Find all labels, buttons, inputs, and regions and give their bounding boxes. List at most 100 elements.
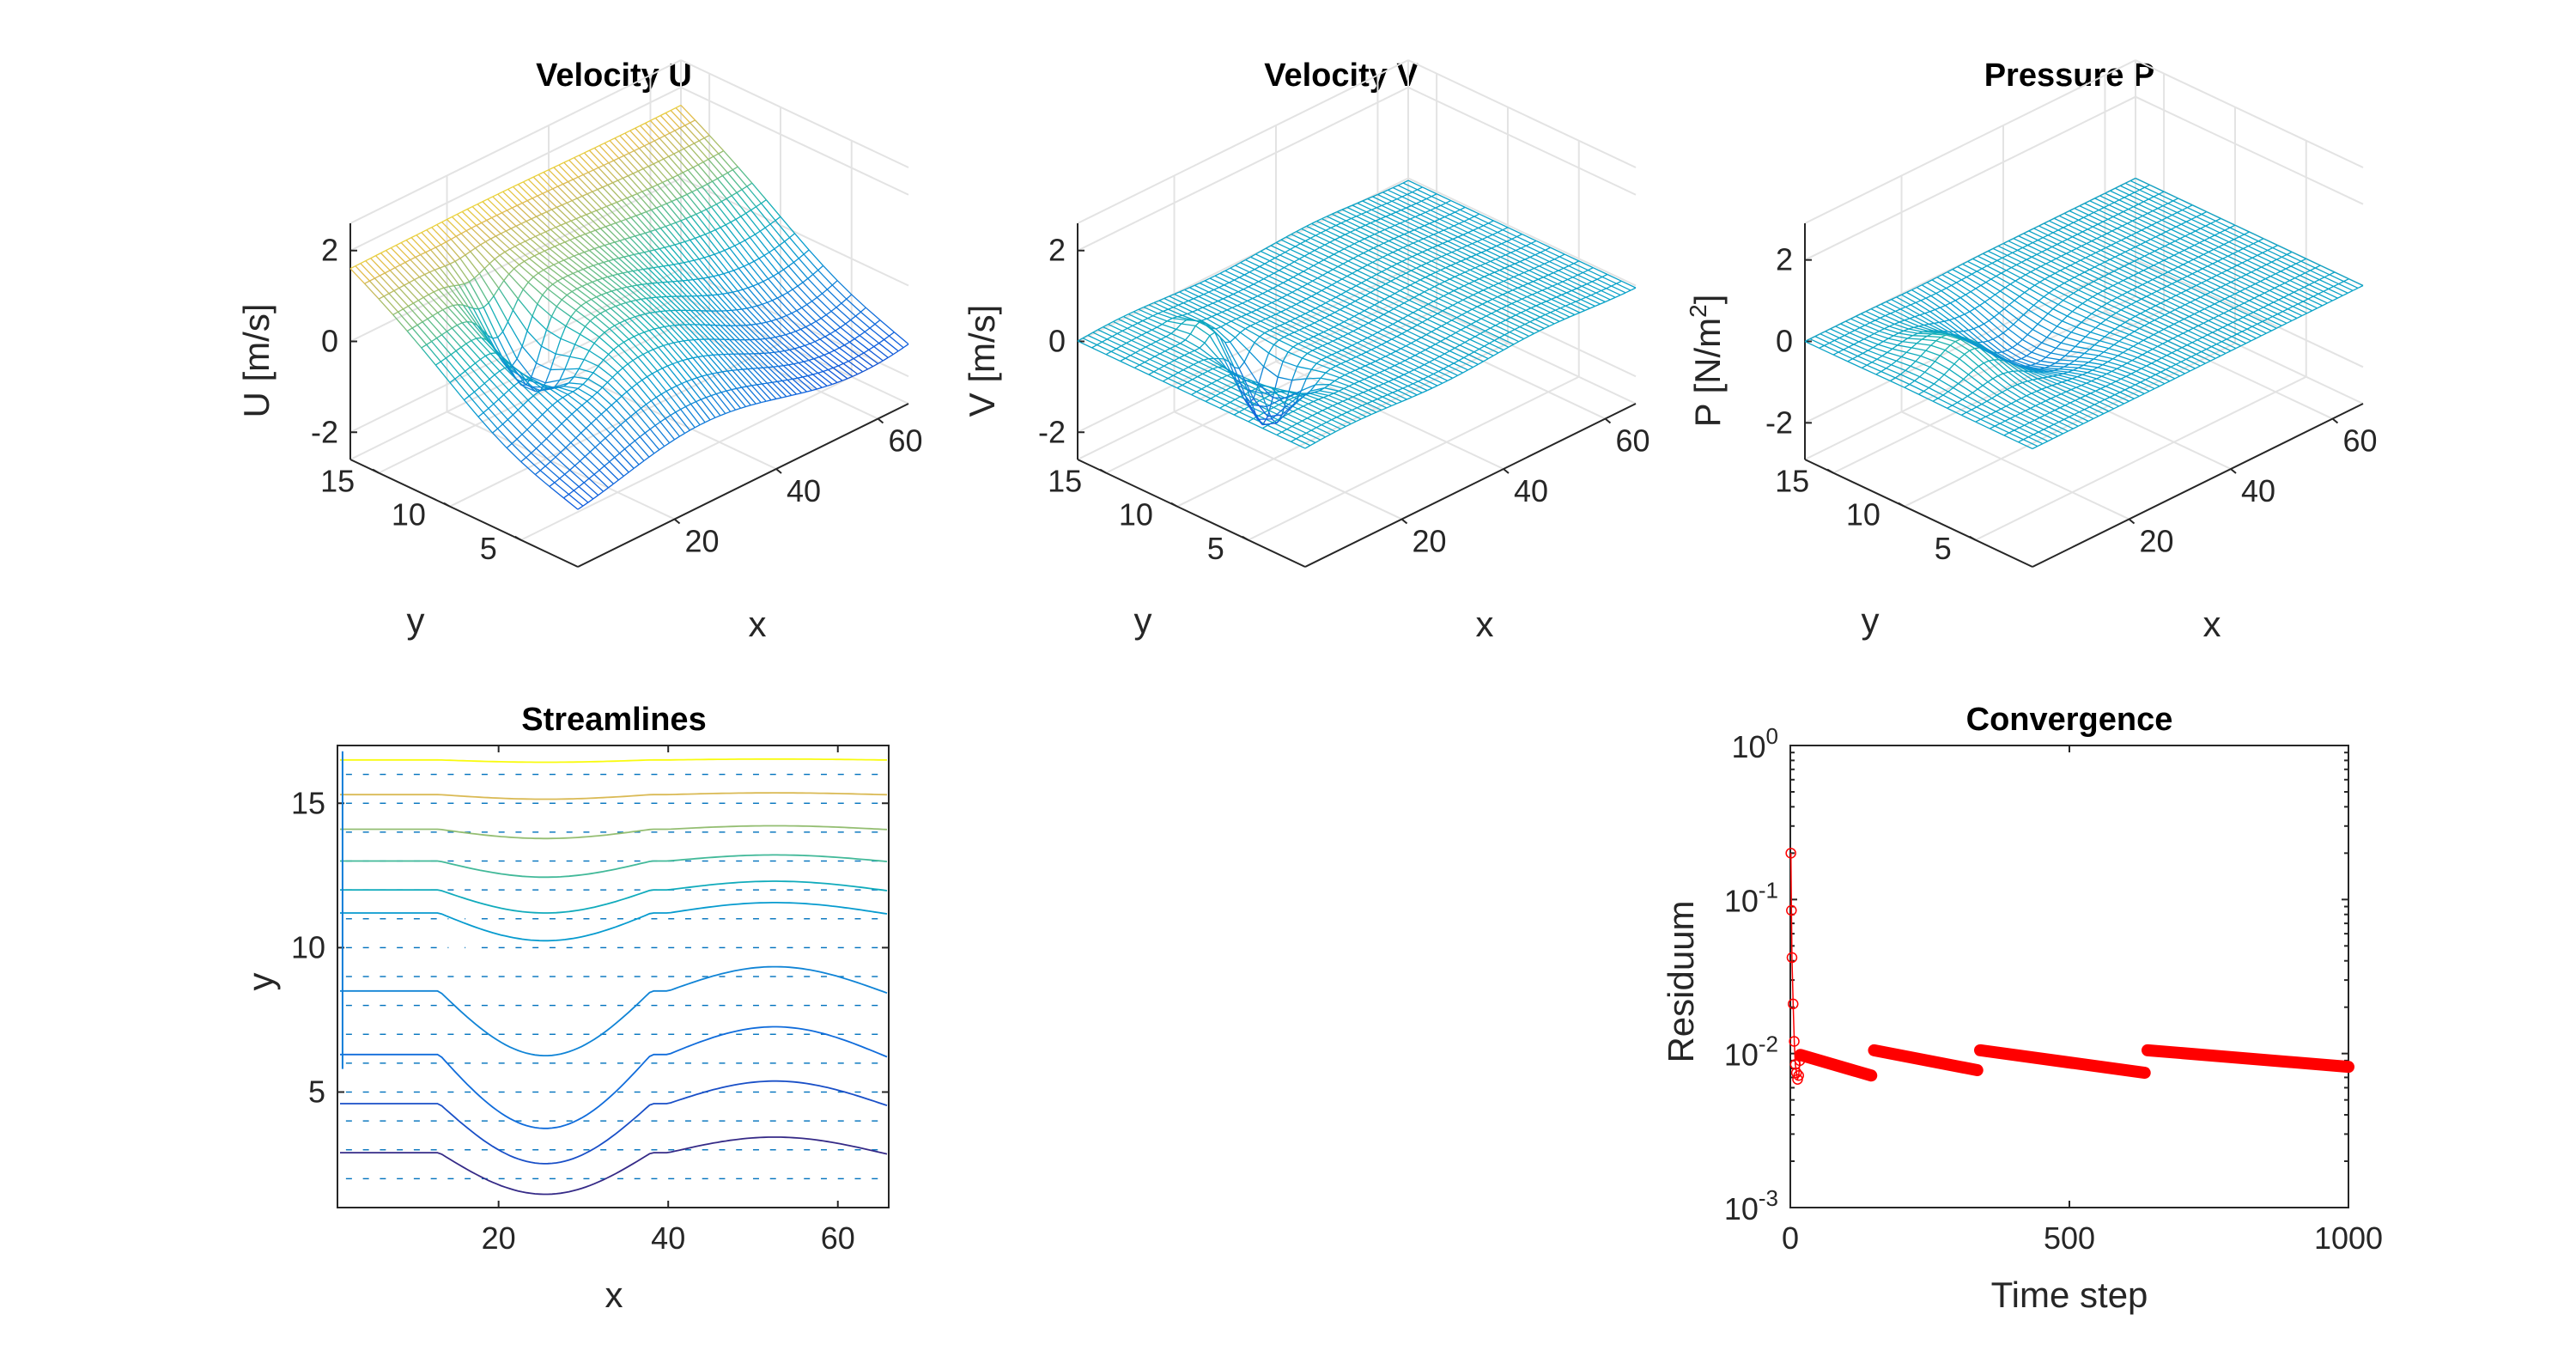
- mesh-line: [521, 434, 537, 449]
- mesh-line: [630, 301, 646, 315]
- mesh-line: [1221, 309, 1228, 313]
- mesh-line: [427, 315, 434, 319]
- mesh-line: [523, 179, 529, 183]
- mesh-line: [1317, 274, 1323, 279]
- mesh-line: [1429, 221, 1435, 224]
- mesh-line: [411, 324, 418, 329]
- mesh-line: [690, 310, 706, 326]
- mesh-line: [715, 392, 722, 395]
- mesh-line: [670, 411, 677, 417]
- mesh-line: [756, 384, 772, 401]
- mesh-line: [444, 265, 460, 286]
- mesh-line: [652, 186, 667, 204]
- mesh-line: [1332, 265, 1339, 271]
- mesh-line: [1235, 262, 1241, 266]
- mesh-line: [1419, 211, 1426, 216]
- mesh-line: [713, 155, 728, 173]
- mesh-line: [775, 319, 792, 334]
- mesh-line: [872, 362, 878, 368]
- mesh-line: [477, 307, 484, 310]
- mesh-line: [1290, 318, 1296, 322]
- mesh-line: [629, 336, 635, 340]
- mesh-line: [1280, 308, 1287, 313]
- mesh-line: [787, 292, 803, 308]
- mesh-line: [428, 291, 434, 295]
- mesh-line: [532, 277, 549, 289]
- mesh-line: [650, 397, 657, 402]
- mesh-line: [447, 327, 453, 332]
- mesh-line: [591, 296, 597, 301]
- mesh-line: [576, 409, 592, 424]
- mesh-line: [586, 214, 601, 229]
- mesh-line: [1402, 180, 1409, 184]
- mesh-line: [774, 245, 781, 250]
- mesh-line: [493, 403, 508, 420]
- mesh-line: [482, 330, 498, 353]
- mesh-line: [1228, 293, 1234, 297]
- mesh-line: [717, 293, 723, 295]
- mesh-line: [697, 356, 713, 374]
- mesh-line: [682, 360, 698, 379]
- mesh-line: [741, 186, 748, 191]
- mesh-line: [1458, 221, 1465, 224]
- mesh-line: [554, 482, 569, 496]
- mesh-line: [835, 326, 841, 332]
- mesh-line: [691, 188, 698, 193]
- mesh-line: [703, 137, 720, 155]
- mesh-line: [671, 387, 687, 407]
- mesh-line: [717, 175, 723, 180]
- mesh-line: [513, 184, 519, 188]
- mesh-line: [739, 240, 745, 244]
- mesh-line: [392, 311, 398, 316]
- mesh-line: [826, 284, 833, 290]
- mesh-line: [625, 301, 641, 316]
- mesh-line: [435, 361, 441, 366]
- mesh-line: [1391, 263, 1398, 267]
- mesh-line: [683, 148, 699, 166]
- mesh-line: [1413, 240, 1419, 244]
- mesh-line: [649, 429, 665, 447]
- mesh-line: [648, 250, 665, 267]
- mesh-line: [855, 315, 871, 329]
- mesh-line: [802, 282, 817, 298]
- mesh-line: [1305, 237, 1311, 242]
- mesh-line: [635, 215, 651, 232]
- mesh-line: [754, 230, 761, 235]
- mesh-line: [647, 376, 662, 395]
- mesh-line: [545, 433, 552, 440]
- mesh-line: [669, 132, 684, 149]
- mesh-line: [515, 225, 532, 240]
- mesh-line: [389, 270, 405, 286]
- mesh-line: [1092, 329, 1099, 333]
- mesh-line: [708, 253, 715, 257]
- mesh-line: [518, 184, 533, 199]
- mesh-line: [664, 245, 671, 248]
- mesh-line: [575, 216, 582, 220]
- mesh-line: [631, 193, 638, 197]
- mesh-line: [683, 260, 690, 264]
- mesh-line: [566, 290, 573, 296]
- mesh-line: [1447, 238, 1454, 242]
- mesh-line: [556, 299, 562, 307]
- mesh-line: [497, 331, 504, 338]
- mesh-line: [1425, 210, 1431, 213]
- mesh-line: [456, 325, 472, 341]
- mesh-line: [671, 295, 687, 311]
- mesh-line: [554, 380, 561, 388]
- mesh-line: [460, 346, 477, 364]
- mesh-line: [520, 457, 527, 463]
- mesh-line: [1369, 234, 1376, 237]
- mesh-line: [845, 323, 860, 337]
- mesh-line: [594, 229, 611, 245]
- mesh-line: [1290, 246, 1296, 250]
- mesh-line: [1282, 279, 1289, 283]
- mesh-line: [695, 401, 711, 421]
- mesh-line: [761, 383, 777, 399]
- mesh-line: [609, 243, 624, 258]
- mesh-line: [458, 304, 464, 306]
- mesh-line: [1388, 187, 1394, 191]
- mesh-line: [427, 318, 442, 336]
- mesh-line: [791, 310, 798, 314]
- mesh-line: [465, 370, 480, 388]
- mesh-line: [797, 285, 813, 302]
